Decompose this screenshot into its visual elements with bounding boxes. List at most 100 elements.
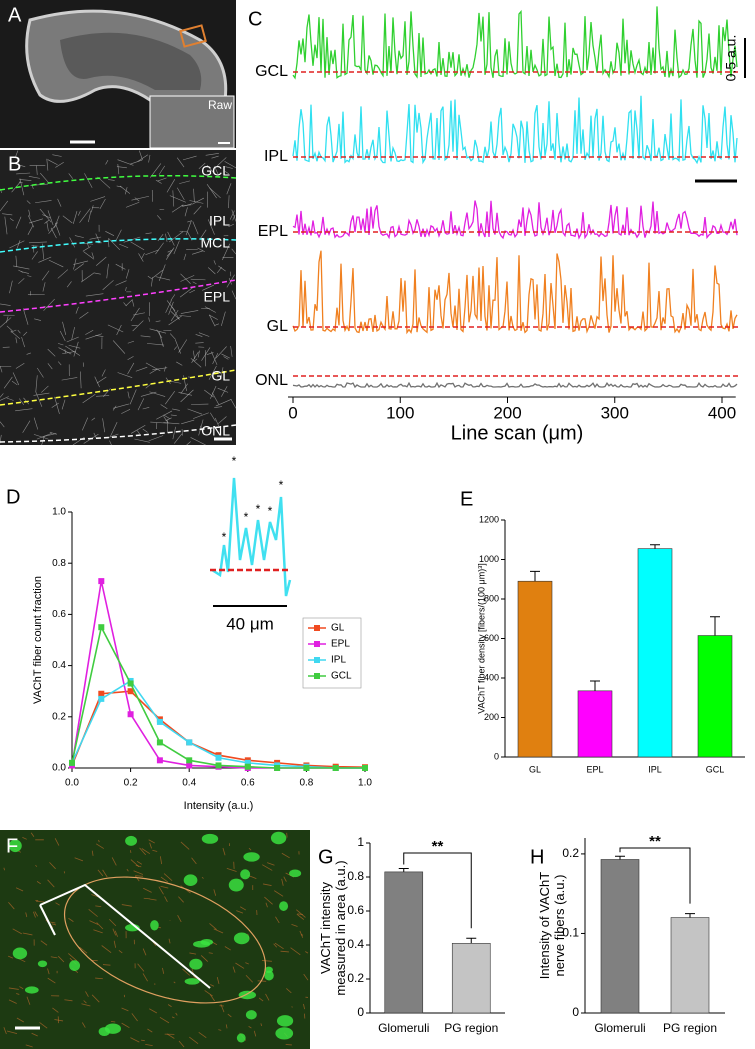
fiber [54,838,60,846]
marker [186,762,193,769]
fiber [181,419,195,425]
fiber [221,353,230,359]
fiber [121,409,131,414]
fiber [99,198,106,210]
fiber [19,178,25,196]
fiber [130,241,145,251]
fiber [95,977,103,980]
fiber [117,164,120,175]
x-tick-label: PG region [444,1021,498,1035]
fiber [213,889,217,896]
fiber [183,253,187,261]
fiber [191,857,197,865]
fiber [36,432,53,440]
trace-label: IPL [264,148,288,165]
fiber [180,275,195,282]
signal-trace [292,381,738,389]
fiber [91,994,100,1003]
fiber [125,299,133,306]
fiber [80,371,82,389]
cell [37,960,48,968]
fiber [149,368,159,374]
fiber [210,984,215,987]
fiber [245,974,253,983]
fiber [88,210,92,223]
legend-marker [314,673,320,679]
fiber [52,154,62,157]
fiber [140,1039,145,1042]
fiber [206,184,217,199]
fiber [101,945,112,953]
fiber [193,205,202,215]
fiber [155,320,161,323]
fiber [46,221,49,232]
bar [517,580,553,758]
fiber [262,883,272,886]
y-tick-label: 0.2 [562,846,579,860]
fiber [85,293,104,297]
fiber [218,265,226,272]
fiber [248,847,252,851]
fiber [73,260,89,265]
fiber [71,327,75,340]
fiber [121,1022,130,1029]
fiber [230,345,233,357]
fiber [69,237,76,248]
fiber [147,275,153,280]
bar [697,635,733,758]
fiber [148,839,155,844]
cell [104,1023,122,1034]
fiber [80,272,94,283]
fiber [0,393,4,398]
raw-inset [149,95,235,149]
fiber [15,150,19,158]
fiber [52,1007,59,1013]
fiber [189,1036,199,1044]
layer-label: GCL [201,163,230,179]
scale-label: 40 μm [226,614,274,633]
fiber [94,376,100,388]
fiber [148,154,151,163]
x-tick-label: Glomeruli [378,1021,429,1035]
fiber [106,263,109,279]
marker [98,695,105,702]
fiber [185,220,192,236]
peak-star: * [279,478,284,492]
fiber [165,391,175,405]
fiber [38,256,52,263]
fiber [47,977,56,984]
fiber [261,960,272,962]
fiber [79,208,91,223]
fiber [118,949,123,954]
error-bar [650,544,660,549]
cell [264,970,274,981]
fiber [195,342,204,344]
y-tick-label: 0.0 [52,763,66,774]
fiber [95,905,102,908]
fiber [49,862,56,870]
fiber [79,311,89,319]
panel-letter: A [8,4,22,26]
fiber [36,881,41,885]
fiber [220,1004,225,1013]
fiber [33,911,36,918]
fiber [167,250,172,253]
peak-star: * [268,504,273,518]
fiber [265,902,268,908]
marker [98,690,105,697]
error-bar [615,855,625,860]
fiber [47,210,54,226]
fiber [117,372,133,379]
fiber [133,870,144,875]
fiber [15,216,22,229]
fiber [0,317,12,328]
fiber [227,1013,232,1018]
fiber [17,329,21,334]
fiber [200,229,207,239]
fiber [123,302,127,307]
fiber [39,1022,48,1029]
fiber [130,307,140,322]
fiber [82,393,96,404]
fiber [81,1003,91,1007]
fiber [36,165,38,175]
